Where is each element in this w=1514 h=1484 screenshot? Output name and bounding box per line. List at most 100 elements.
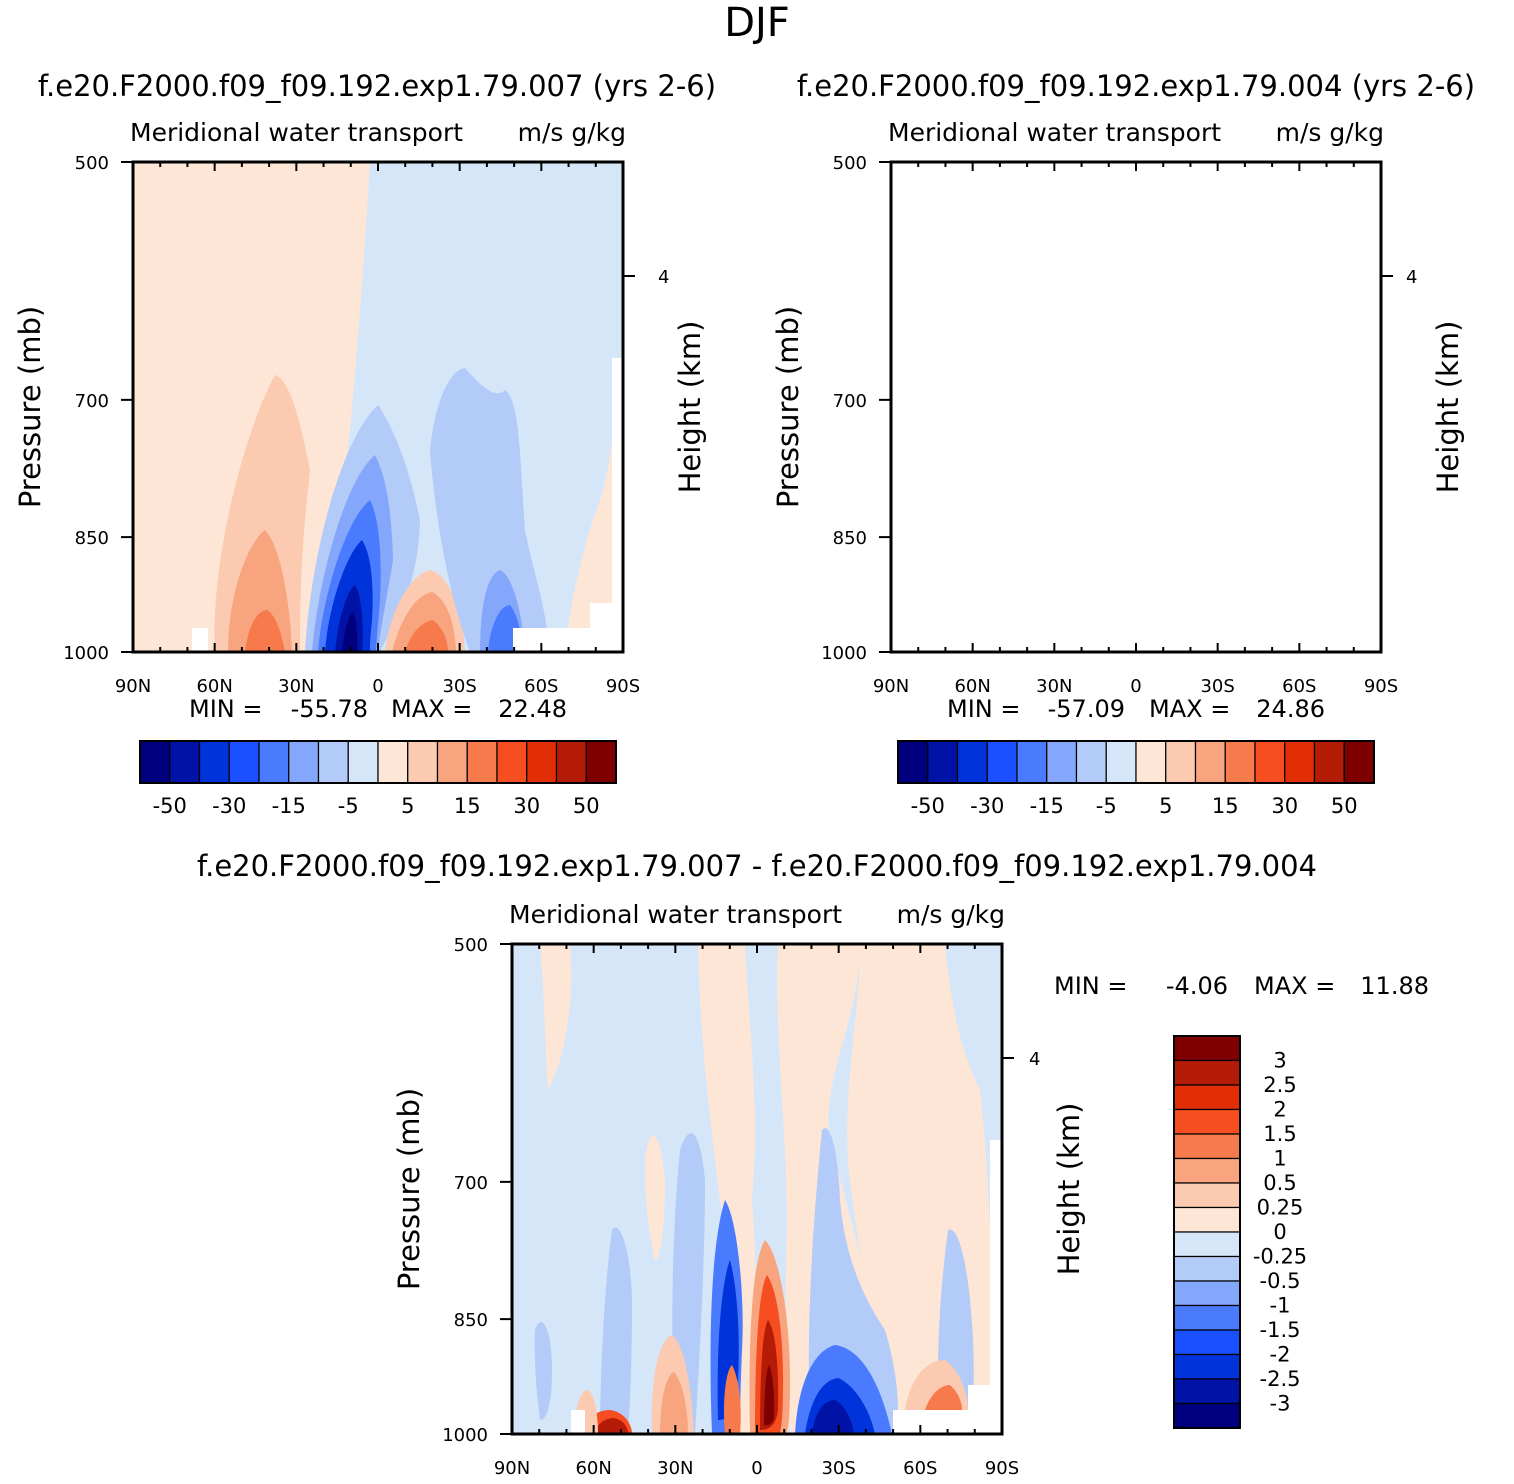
diff-colorbar-swatch xyxy=(1173,1402,1241,1429)
case-min-label: MIN = xyxy=(189,695,262,723)
diff-right-tick-label: 4 xyxy=(1029,1049,1040,1070)
control-missing-80s xyxy=(1348,603,1370,652)
control-lobe-30n-inner xyxy=(1000,604,1043,652)
y-tick-label: 500 xyxy=(454,935,488,956)
y-tick-label: 700 xyxy=(75,391,109,412)
colorbar-swatch xyxy=(585,740,617,784)
y-tick-label: 500 xyxy=(75,153,109,174)
diff-neg-blob-80n xyxy=(534,1322,552,1420)
colorbar-frame xyxy=(897,740,1375,784)
control-right-axis-label: Height (km) xyxy=(1431,321,1465,494)
colorbar-swatch xyxy=(466,740,498,784)
x-tick-label: 90S xyxy=(985,1458,1019,1479)
x-tick-label: 30S xyxy=(1200,676,1234,697)
colorbar-swatch xyxy=(1135,740,1167,784)
diff-colorbar-swatch xyxy=(1173,1280,1241,1307)
colorbar-swatch xyxy=(1105,740,1137,784)
colorbar-swatch xyxy=(927,740,959,784)
diff-colorbar-label: 0.25 xyxy=(1257,1196,1304,1220)
control-max-value: 24.86 xyxy=(1256,695,1325,723)
x-tick-label: 90S xyxy=(606,676,640,697)
y-tick-label: 850 xyxy=(75,528,109,549)
diff-colorbar-swatch xyxy=(1173,1378,1241,1405)
diff-colorbar-swatch xyxy=(1173,1157,1241,1184)
diff-colorbar-swatch xyxy=(1173,1329,1241,1356)
colorbar-swatch xyxy=(347,740,379,784)
colorbar-label: 30 xyxy=(1271,794,1298,818)
diff-subtitle-right: m/s g/kg xyxy=(897,900,1005,929)
control-region-positive-north xyxy=(891,162,1381,652)
control-neg-eq-5 xyxy=(1090,580,1122,652)
colorbar-label: 50 xyxy=(1331,794,1358,818)
colorbar-swatch xyxy=(258,740,290,784)
control-neg-40s-inner xyxy=(1244,600,1281,652)
colorbar-label: -5 xyxy=(338,794,359,818)
colorbar-label: -50 xyxy=(153,794,187,818)
diff-colorbar-label: -1 xyxy=(1270,1294,1291,1318)
case-neg-40s-outer xyxy=(430,368,549,652)
y-tick-label: 850 xyxy=(833,528,867,549)
control-ylabel: Pressure (mb) xyxy=(771,306,805,508)
diff-min-label: MIN = xyxy=(1054,972,1127,1000)
diff-min-value: -4.06 xyxy=(1166,972,1228,1000)
colorbar-swatch xyxy=(1016,740,1048,784)
control-neg-eq-4 xyxy=(1080,535,1132,652)
x-tick-label: 90N xyxy=(873,676,909,697)
x-tick-label: 60S xyxy=(903,1458,937,1479)
colorbar-swatch xyxy=(377,740,409,784)
colorbar-swatch xyxy=(436,740,468,784)
case-missing-70n xyxy=(192,628,208,652)
case-right-tick-label: 4 xyxy=(658,267,669,288)
control-missing-60s xyxy=(1276,628,1351,652)
control-pos-90s xyxy=(1323,360,1381,652)
diff-missing-70n xyxy=(571,1410,585,1434)
diff-missing-60s xyxy=(893,1410,968,1434)
colorbar-swatch xyxy=(1165,740,1197,784)
case-missing-80s xyxy=(590,603,612,652)
control-subtitle-left: Meridional water transport xyxy=(888,118,1221,147)
diff-colorbar-label: 0.5 xyxy=(1263,1171,1296,1195)
colorbar-swatch xyxy=(317,740,349,784)
case-subtitle-left: Meridional water transport xyxy=(130,118,463,147)
colorbar-swatch xyxy=(1254,740,1286,784)
diff-ylabel: Pressure (mb) xyxy=(392,1088,426,1290)
x-tick-label: 90N xyxy=(494,1458,530,1479)
diff-panel: Meridional water transport m/s g/kg xyxy=(392,900,1429,1479)
colorbar-label: 15 xyxy=(1212,794,1239,818)
diff-max-label: MAX = xyxy=(1254,972,1335,1000)
colorbar-swatch xyxy=(1046,740,1078,784)
diff-colorbar-label: 2.5 xyxy=(1263,1073,1296,1097)
diff-colorbar-swatch xyxy=(1173,1084,1241,1111)
colorbar-swatch xyxy=(1194,740,1226,784)
y-tick-label: 850 xyxy=(454,1310,488,1331)
colorbar-swatch xyxy=(1075,740,1107,784)
diff-pos-60n-2 xyxy=(595,1418,628,1434)
diff-neg-30s-3 xyxy=(812,1400,854,1434)
diff-pos-band-80n xyxy=(540,944,572,1090)
colorbar-label: -30 xyxy=(970,794,1004,818)
y-tick-label: 1000 xyxy=(821,643,867,664)
control-lobe-30n-mid xyxy=(983,532,1050,652)
diff-colorbar-swatch xyxy=(1173,1108,1241,1135)
diff-colorbar-label: -1.5 xyxy=(1260,1318,1301,1342)
control-run-label: f.e20.F2000.f09_f09.192.exp1.79.004 (yrs… xyxy=(797,69,1475,103)
diff-run-label: f.e20.F2000.f09_f09.192.exp1.79.007 - f.… xyxy=(197,849,1317,883)
colorbar-swatch xyxy=(139,740,171,784)
control-right-tick-label: 4 xyxy=(1406,267,1417,288)
control-neg-eq-1 xyxy=(1058,398,1178,652)
control-panel: Meridional water transport m/s g/kg xyxy=(771,118,1465,818)
colorbar-swatch xyxy=(1284,740,1316,784)
control-contour-field xyxy=(891,162,1381,652)
diff-colorbar-swatch xyxy=(1173,1304,1241,1331)
diff-colorbar-label: 2 xyxy=(1273,1098,1286,1122)
diff-colorbar-swatch xyxy=(1173,1353,1241,1380)
control-pos-20s-3 xyxy=(1161,616,1207,652)
diff-colorbar-label: -2 xyxy=(1270,1343,1291,1367)
diff-colorbar-label: 0 xyxy=(1273,1220,1286,1244)
x-tick-label: 60S xyxy=(524,676,558,697)
diff-colorbar-swatch xyxy=(1173,1035,1241,1062)
diff-colorbar-swatch xyxy=(1173,1255,1241,1282)
diff-colorbar: 32.521.510.50.250-0.25-0.5-1-1.5-2-2.5-3 xyxy=(1173,1035,1307,1429)
colorbar-swatch xyxy=(1224,740,1256,784)
x-tick-label: 60N xyxy=(954,676,990,697)
